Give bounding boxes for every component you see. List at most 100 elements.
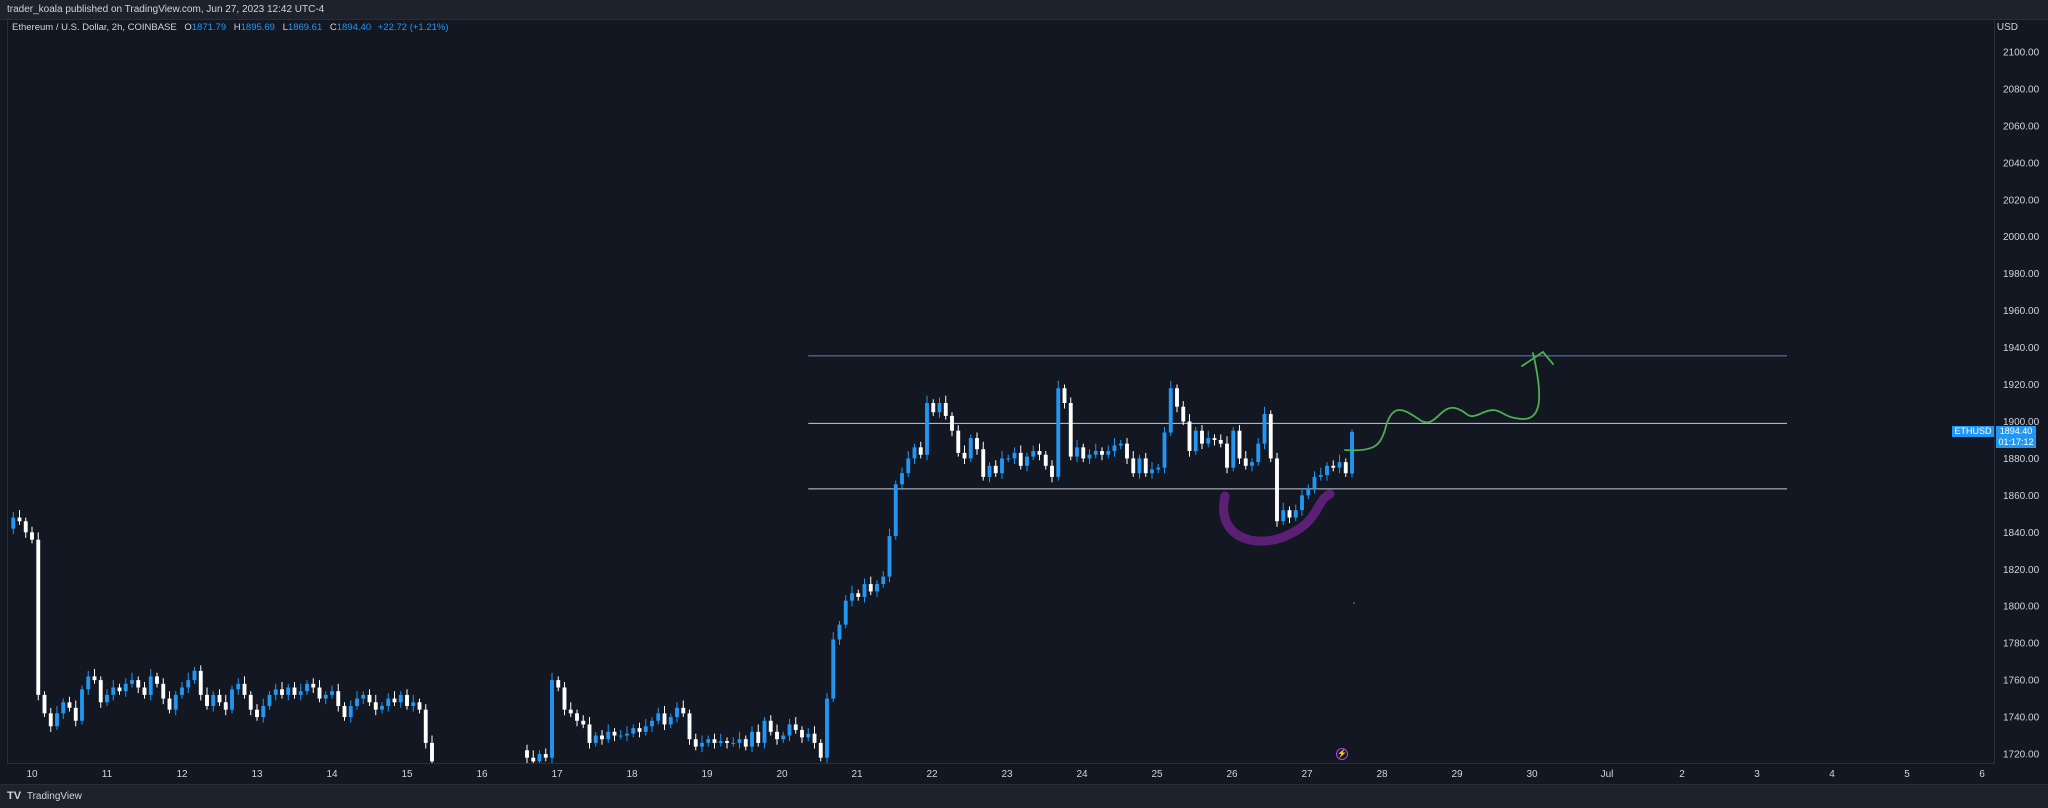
- candle-body: [893, 484, 898, 537]
- candle-body: [1156, 467, 1161, 470]
- candle-body: [1087, 454, 1092, 459]
- currency-label[interactable]: USD: [1996, 22, 2018, 33]
- chart-frame[interactable]: [7, 19, 1995, 764]
- candle-body: [73, 707, 78, 721]
- candle-body: [86, 676, 91, 690]
- footer-bar: TV TradingView: [0, 784, 2048, 808]
- candle-body: [217, 694, 222, 703]
- lightning-event-icon[interactable]: ⚡: [1336, 748, 1348, 760]
- candle-body: [386, 698, 391, 706]
- candle-body: [925, 403, 929, 455]
- last-price-tag: 1894.40 01:17:12: [1996, 426, 2036, 448]
- candle-body: [975, 438, 979, 450]
- candle-body: [1268, 414, 1273, 459]
- candle-body: [543, 754, 548, 758]
- x-tick-label: 22: [926, 769, 938, 780]
- candle-body: [311, 683, 316, 688]
- candle-body: [837, 624, 842, 640]
- open-value: 1871.79: [191, 22, 227, 33]
- candle-body: [937, 403, 942, 413]
- candle-body: [1281, 510, 1286, 522]
- candle-body: [380, 705, 384, 710]
- candle-body: [631, 728, 636, 734]
- candle-body: [550, 680, 554, 758]
- y-tick-label: 1820.00: [2003, 565, 2040, 576]
- candle-body: [812, 733, 817, 743]
- candle-body: [1343, 462, 1348, 474]
- candle-body: [1037, 451, 1042, 455]
- x-tick-label: 2: [1679, 769, 1685, 780]
- y-tick-label: 1960.00: [2003, 306, 2040, 317]
- candle-body: [330, 691, 334, 695]
- candle-body: [987, 465, 992, 477]
- tradingview-logo-icon: TV: [7, 790, 22, 802]
- candle-body: [875, 584, 879, 592]
- close-value: 1894.40: [336, 22, 372, 33]
- candle-body: [931, 403, 936, 413]
- x-tick-label: 23: [1001, 769, 1013, 780]
- candle-body: [643, 726, 648, 732]
- candle-body: [637, 728, 642, 732]
- candle-body: [180, 687, 184, 695]
- candle-body: [236, 683, 241, 690]
- candle-body: [956, 430, 961, 453]
- x-tick-label: 13: [251, 769, 263, 780]
- candle-body: [1312, 476, 1317, 488]
- high-value: 1895.69: [240, 22, 275, 33]
- candle-body: [762, 720, 767, 743]
- candle-body: [305, 683, 309, 692]
- candle-body: [167, 698, 172, 710]
- candle-body: [681, 707, 686, 714]
- y-tick-label: 1720.00: [2003, 750, 2040, 761]
- candle-body: [537, 754, 542, 762]
- candle-body: [1031, 451, 1036, 457]
- y-tick-label: 2100.00: [2003, 48, 2040, 59]
- candle-body: [1012, 452, 1017, 459]
- low-value: 1869.61: [287, 22, 323, 33]
- candle-body: [1293, 510, 1298, 518]
- candle-body: [1143, 458, 1148, 474]
- candle-body: [1006, 458, 1011, 460]
- candle-body: [130, 680, 134, 684]
- price-chart[interactable]: 1720.00 1740.00 1760.00 1780.00 1800.00 1820.…: [0, 0, 2048, 784]
- y-tick-label: 2000.00: [2003, 232, 2040, 243]
- candle-body: [230, 689, 234, 710]
- candle-body: [662, 713, 667, 725]
- candle-body: [1275, 458, 1279, 522]
- x-tick-label: 28: [1376, 769, 1388, 780]
- candle-body: [1131, 458, 1136, 474]
- candle-body: [981, 449, 986, 477]
- candle-body: [731, 742, 736, 744]
- candle-body: [881, 576, 886, 585]
- candle-body: [1300, 495, 1304, 511]
- candle-body: [850, 593, 854, 601]
- y-tick-label: 1940.00: [2003, 343, 2040, 354]
- candle-body: [856, 593, 861, 597]
- candle-body: [718, 741, 723, 743]
- candle-body: [411, 702, 416, 706]
- candle-body: [1018, 452, 1023, 466]
- candle-body: [242, 683, 247, 695]
- x-tick-label: 11: [102, 769, 113, 780]
- candle-body: [943, 403, 948, 416]
- candle-body: [323, 694, 328, 699]
- x-tick-label: 10: [26, 769, 38, 780]
- candle-body: [1050, 465, 1054, 477]
- green-projection-path: [1344, 352, 1541, 452]
- candle-body: [1081, 447, 1086, 459]
- y-tick-label: 2040.00: [2003, 158, 2040, 169]
- publish-text: trader_koala published on TradingView.co…: [7, 4, 325, 15]
- x-tick-label: 25: [1151, 769, 1163, 780]
- candle-body: [912, 447, 917, 459]
- bar-countdown: 01:17:12: [1998, 437, 2034, 447]
- candle-body: [1125, 443, 1129, 459]
- candle-body: [1137, 458, 1142, 474]
- candle-body: [743, 739, 748, 747]
- candle-body: [373, 702, 378, 710]
- candle-body: [11, 517, 16, 529]
- candle-body: [261, 705, 266, 718]
- candle-body: [155, 676, 159, 684]
- x-tick-label: 5: [1904, 769, 1910, 780]
- candle-body: [581, 720, 586, 725]
- candle-body: [273, 689, 278, 695]
